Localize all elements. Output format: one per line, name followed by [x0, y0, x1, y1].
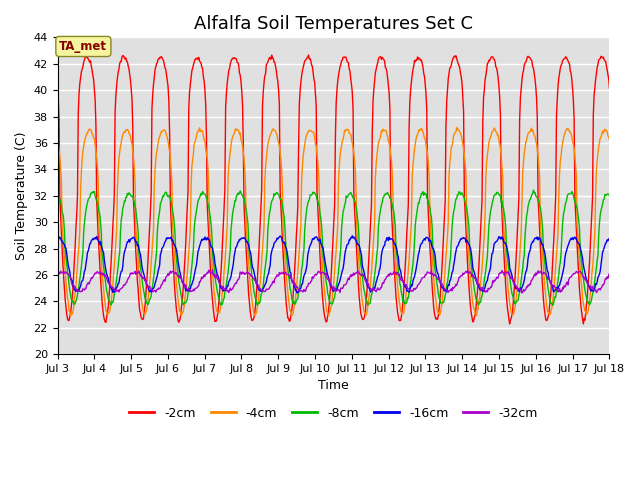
-8cm: [530, 187, 538, 193]
-2cm: [205, 248, 213, 254]
-32cm: [605, 270, 613, 276]
-2cm: [54, 83, 61, 88]
-16cm: [63, 257, 71, 263]
Line: -8cm: -8cm: [58, 190, 609, 305]
-16cm: [177, 271, 184, 276]
-8cm: [205, 209, 213, 215]
-2cm: [417, 57, 425, 63]
-4cm: [324, 313, 332, 319]
X-axis label: Time: Time: [318, 379, 349, 392]
-4cm: [54, 138, 61, 144]
-8cm: [177, 288, 184, 293]
Legend: -2cm, -4cm, -8cm, -16cm, -32cm: -2cm, -4cm, -8cm, -16cm, -32cm: [124, 402, 543, 424]
-16cm: [120, 250, 128, 255]
-2cm: [506, 321, 513, 327]
-4cm: [177, 308, 184, 314]
Text: TA_met: TA_met: [60, 40, 108, 53]
-4cm: [417, 126, 425, 132]
-32cm: [401, 282, 409, 288]
-4cm: [605, 136, 613, 142]
-16cm: [348, 233, 356, 239]
-32cm: [120, 282, 128, 288]
-2cm: [120, 55, 128, 60]
-16cm: [293, 290, 301, 296]
-2cm: [401, 263, 409, 269]
-4cm: [401, 300, 409, 306]
Y-axis label: Soil Temperature (C): Soil Temperature (C): [15, 132, 28, 260]
-32cm: [209, 267, 216, 273]
-8cm: [417, 194, 424, 200]
-8cm: [548, 302, 556, 308]
-16cm: [54, 236, 61, 242]
-8cm: [63, 269, 71, 275]
Line: -2cm: -2cm: [58, 55, 609, 324]
-4cm: [205, 225, 213, 231]
-8cm: [605, 193, 613, 199]
-4cm: [120, 129, 128, 134]
-2cm: [605, 85, 613, 91]
-16cm: [419, 240, 426, 246]
-16cm: [402, 285, 410, 290]
-16cm: [605, 236, 613, 241]
-32cm: [205, 268, 213, 274]
-32cm: [63, 270, 71, 276]
-32cm: [177, 276, 184, 281]
-8cm: [401, 301, 408, 307]
-4cm: [63, 296, 71, 301]
-4cm: [453, 125, 461, 131]
-32cm: [518, 290, 526, 296]
-2cm: [305, 52, 312, 58]
Title: Alfalfa Soil Temperatures Set C: Alfalfa Soil Temperatures Set C: [194, 15, 473, 33]
Line: -32cm: -32cm: [58, 270, 609, 293]
-2cm: [177, 315, 184, 321]
Line: -16cm: -16cm: [58, 236, 609, 293]
-2cm: [63, 316, 71, 322]
-8cm: [120, 198, 128, 204]
-32cm: [54, 273, 61, 278]
-16cm: [205, 238, 213, 243]
-32cm: [417, 276, 425, 282]
Line: -4cm: -4cm: [58, 128, 609, 316]
-8cm: [54, 192, 61, 197]
